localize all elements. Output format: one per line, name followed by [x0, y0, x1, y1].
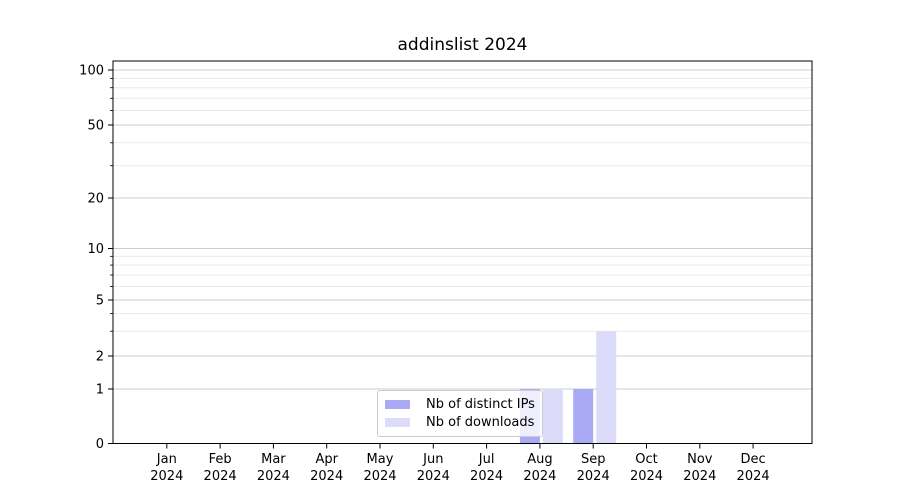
x-tick-label-month: Feb [209, 452, 232, 467]
chart-title: addinslist 2024 [397, 35, 528, 55]
bar-distinct-ips [573, 389, 594, 444]
x-tick-label-year: 2024 [417, 469, 450, 484]
legend-swatch-downloads [385, 417, 410, 427]
y-tick-label: 5 [96, 294, 104, 309]
legend: Nb of distinct IPs Nb of downloads [377, 390, 543, 437]
x-tick-label-year: 2024 [363, 469, 396, 484]
x-tick-label-year: 2024 [737, 469, 770, 484]
x-tick-label-year: 2024 [257, 469, 290, 484]
x-tick-label-month: Nov [687, 452, 713, 467]
x-tick-label-year: 2024 [204, 469, 237, 484]
x-tick-label-year: 2024 [577, 469, 610, 484]
x-tick-label-month: Apr [315, 452, 338, 467]
bar-downloads [542, 389, 563, 444]
y-tick-label: 100 [79, 64, 104, 79]
x-tick-label-month: May [367, 452, 394, 467]
y-tick-label: 10 [87, 242, 104, 257]
x-tick-label-year: 2024 [310, 469, 343, 484]
bar-downloads [596, 331, 617, 444]
legend-label-downloads: Nb of downloads [426, 414, 535, 430]
legend-swatch-distinct-ips [385, 400, 410, 410]
y-tick-label: 0 [96, 437, 104, 452]
x-tick-label-month: Dec [741, 452, 766, 467]
x-tick-label-month: Jan [156, 452, 177, 467]
x-tick-label-month: Jul [478, 452, 495, 467]
x-tick-label-month: Mar [261, 452, 286, 467]
y-tick-label: 50 [87, 119, 104, 134]
x-tick-label-year: 2024 [630, 469, 663, 484]
legend-row-downloads: Nb of downloads [385, 414, 534, 431]
x-tick-label-year: 2024 [523, 469, 556, 484]
x-tick-label-year: 2024 [470, 469, 503, 484]
x-tick-label-month: Sep [581, 452, 606, 467]
legend-label-distinct-ips: Nb of distinct IPs [426, 397, 535, 413]
y-tick-label: 1 [96, 383, 104, 398]
x-tick-label-year: 2024 [150, 469, 183, 484]
y-tick-label: 2 [96, 350, 104, 365]
plot-border [112, 60, 813, 444]
x-tick-label-month: Jun [422, 452, 443, 467]
x-tick-label-year: 2024 [683, 469, 716, 484]
x-tick-label-month: Aug [527, 452, 552, 467]
x-tick-label-month: Oct [635, 452, 657, 467]
y-tick-label: 20 [87, 192, 104, 207]
legend-row-distinct-ips: Nb of distinct IPs [385, 396, 535, 413]
